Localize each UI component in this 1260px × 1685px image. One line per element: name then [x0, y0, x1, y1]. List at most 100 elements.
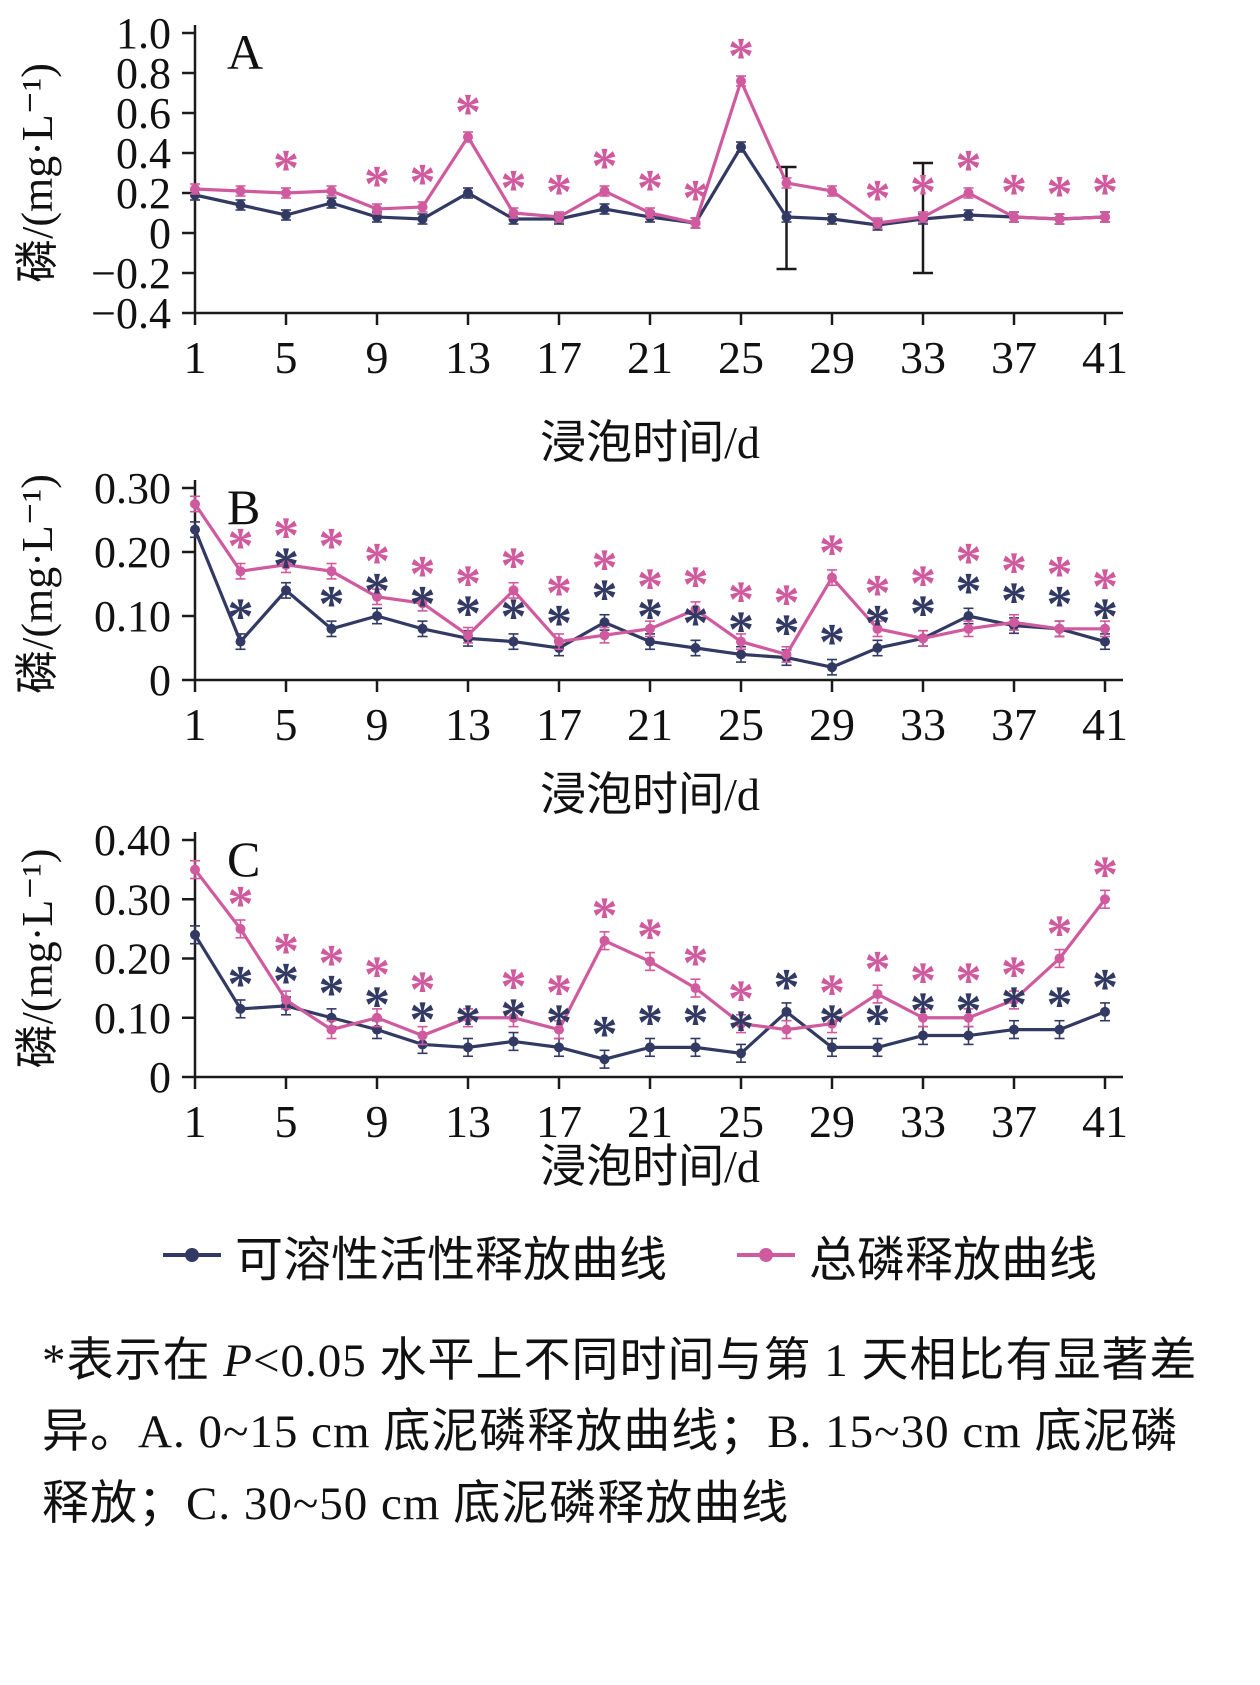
svg-text:13: 13 [445, 332, 491, 383]
svg-text:*: * [410, 991, 436, 1048]
svg-text:−0.2: −0.2 [91, 249, 171, 298]
svg-text:37: 37 [991, 699, 1037, 750]
svg-text:*: * [455, 585, 481, 642]
svg-text:*: * [1001, 947, 1027, 1004]
svg-text:*: * [1001, 543, 1027, 600]
svg-text:0.10: 0.10 [94, 994, 171, 1043]
svg-text:*: * [319, 935, 345, 992]
svg-text:*: * [273, 537, 299, 594]
svg-text:*: * [956, 953, 982, 1010]
svg-text:*: * [364, 156, 390, 213]
svg-text:0: 0 [149, 1053, 171, 1102]
svg-text:*: * [546, 565, 572, 622]
svg-text:*: * [1092, 589, 1118, 646]
svg-text:*: * [683, 170, 709, 227]
svg-text:*: * [1047, 906, 1073, 963]
svg-text:*: * [364, 947, 390, 1004]
svg-text:21: 21 [627, 1096, 673, 1147]
svg-text:*: * [592, 138, 618, 195]
svg-text:*: * [865, 994, 891, 1051]
svg-text:0.2: 0.2 [116, 169, 171, 218]
svg-text:*: * [910, 164, 936, 221]
svg-text:*: * [273, 923, 299, 980]
svg-text:0.8: 0.8 [116, 49, 171, 98]
svg-text:*: * [956, 533, 982, 590]
svg-text:*: * [1047, 546, 1073, 603]
svg-text:*: * [819, 525, 845, 582]
svg-text:*: * [1001, 573, 1027, 630]
svg-text:1: 1 [184, 699, 207, 750]
svg-text:41: 41 [1082, 699, 1128, 750]
charts: 1.0 0.8 0.6 0.4 0.2 0 −0.2 −0.4 1 5 9 13 17 21 25 29 33 3… [13, 9, 1128, 1192]
series-srp [190, 925, 1110, 1069]
tp-line-marker [737, 1248, 795, 1262]
chart-panel-C: 0.40 0.30 0.20 0.10 01 5 9 13 17 21 25 29 33 37 41 浸泡时间… [13, 822, 1128, 1192]
svg-text:*: * [1092, 559, 1118, 616]
svg-text:*: * [819, 994, 845, 1051]
panel-letter: B [227, 479, 260, 535]
figure-caption: *表示在 P<0.05 水平上不同时间与第 1 天相比有显著差异。A. 0~15… [0, 1296, 1260, 1560]
axes [182, 25, 1123, 325]
svg-text:*: * [455, 994, 481, 1051]
svg-text:21: 21 [627, 332, 673, 383]
series-srp [190, 521, 1110, 676]
svg-text:*: * [592, 1006, 618, 1063]
svg-text:*: * [910, 585, 936, 642]
x-axis-label: 浸泡时间/d [540, 769, 760, 820]
svg-text:*: * [865, 170, 891, 227]
svg-text:29: 29 [809, 699, 855, 750]
svg-text:*: * [683, 994, 709, 1051]
significance-asterisks: **** ** ** ** *** ******** *** ************** [228, 846, 1119, 1063]
svg-text:1: 1 [184, 332, 207, 383]
srp-dot-icon [184, 1248, 199, 1262]
legend-label-srp: 可溶性活性释放曲线 [234, 1234, 667, 1287]
legend-item-tp: 总磷释放曲线 [737, 1220, 1097, 1290]
svg-text:*: * [865, 595, 891, 652]
svg-text:0.6: 0.6 [116, 89, 171, 138]
svg-text:*: * [319, 576, 345, 633]
svg-text:*: * [273, 953, 299, 1010]
svg-text:*: * [1001, 164, 1027, 221]
svg-text:0: 0 [149, 656, 171, 705]
svg-text:0.40: 0.40 [94, 822, 171, 865]
svg-text:*: * [956, 563, 982, 620]
svg-text:*: * [410, 961, 436, 1018]
svg-text:*: * [455, 84, 481, 141]
svg-text:0.20: 0.20 [94, 528, 171, 577]
svg-text:*: * [592, 888, 618, 945]
svg-text:*: * [683, 595, 709, 652]
svg-text:29: 29 [809, 332, 855, 383]
svg-text:−0.4: −0.4 [91, 289, 171, 338]
svg-text:*: * [501, 988, 527, 1045]
svg-text:25: 25 [718, 332, 764, 383]
svg-text:*: * [819, 964, 845, 1021]
svg-text:*: * [910, 555, 936, 612]
svg-text:*: * [546, 595, 572, 652]
svg-text:*: * [1092, 846, 1118, 903]
caption-prefix: *表示在 [42, 1335, 224, 1387]
svg-text:*: * [228, 589, 254, 646]
x-axis-label: 浸泡时间/d [540, 1141, 760, 1192]
svg-text:*: * [546, 964, 572, 1021]
svg-text:*: * [637, 908, 663, 965]
svg-text:0: 0 [149, 209, 171, 258]
caption-rest: <0.05 水平上不同时间与第 1 天相比有显著差异。A. 0~15 cm 底泥… [42, 1335, 1198, 1530]
svg-text:*: * [910, 953, 936, 1010]
svg-text:33: 33 [900, 699, 946, 750]
svg-text:*: * [501, 589, 527, 646]
svg-text:*: * [637, 589, 663, 646]
y-axis-label: 磷/(mg·L⁻¹) [13, 63, 62, 283]
svg-text:*: * [728, 970, 754, 1027]
svg-text:*: * [228, 876, 254, 933]
svg-text:*: * [728, 601, 754, 658]
svg-text:*: * [592, 569, 618, 626]
svg-text:*: * [319, 518, 345, 575]
svg-text:*: * [865, 565, 891, 622]
svg-text:9: 9 [366, 699, 389, 750]
svg-text:*: * [546, 994, 572, 1051]
svg-text:*: * [728, 28, 754, 85]
svg-text:*: * [1047, 576, 1073, 633]
svg-text:*: * [410, 546, 436, 603]
svg-text:*: * [319, 965, 345, 1022]
svg-text:1.0: 1.0 [116, 9, 171, 58]
